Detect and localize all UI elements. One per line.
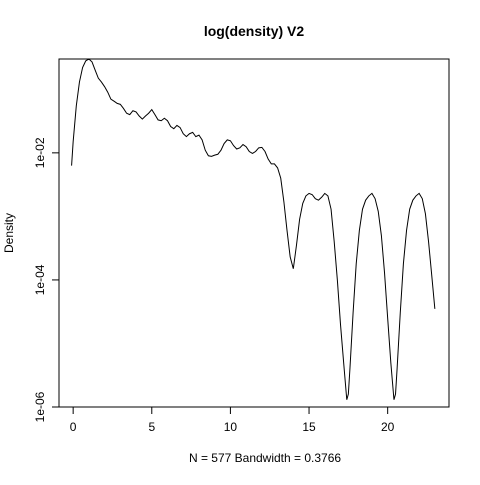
x-tick-label: 10 [224, 420, 238, 434]
x-tick-label: 5 [148, 420, 155, 434]
x-tick-label: 0 [70, 420, 77, 434]
x-tick-label: 20 [381, 420, 395, 434]
y-tick-label: 1e-04 [33, 264, 47, 295]
density-line [71, 58, 436, 400]
y-tick-label: 1e-06 [33, 391, 47, 422]
chart-title: log(density) V2 [204, 23, 305, 39]
y-tick-label: 1e-02 [33, 137, 47, 168]
x-axis: 0 5 10 15 20 [70, 406, 395, 434]
y-axis-label: Density [2, 213, 16, 253]
y-axis: 1e-06 1e-04 1e-02 [33, 137, 60, 422]
x-tick-label: 15 [302, 420, 316, 434]
x-axis-label: N = 577 Bandwidth = 0.3766 [189, 451, 341, 465]
